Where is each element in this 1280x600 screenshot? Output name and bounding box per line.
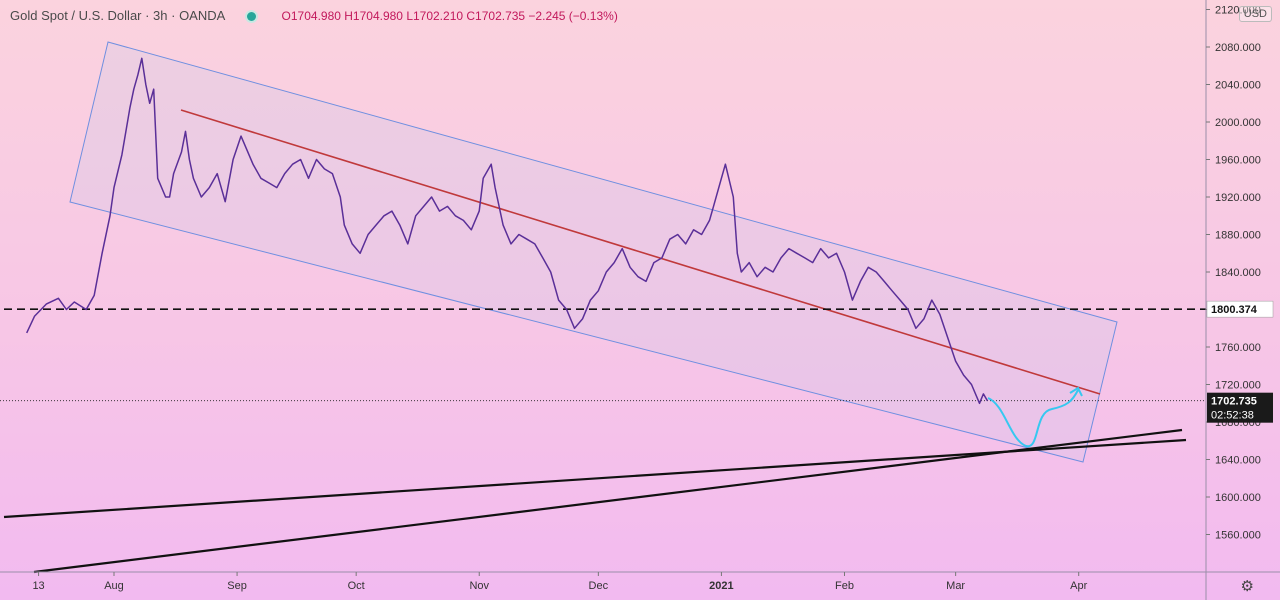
- y-tick-label: 1920.000: [1215, 192, 1261, 204]
- channel-median-line: [180, 109, 1101, 395]
- x-tick-label: Apr: [1070, 580, 1087, 592]
- y-tick-label: 1560.000: [1215, 530, 1261, 542]
- y-tick-label: 2040.000: [1215, 80, 1261, 92]
- y-tick-label: 1760.000: [1215, 342, 1261, 354]
- y-tick-label: 2080.000: [1215, 42, 1261, 54]
- y-tick-label: 1960.000: [1215, 155, 1261, 167]
- level-price-box: [1206, 300, 1274, 318]
- countdown-label: 02:52:38: [1211, 410, 1254, 422]
- parallel-channel: [69, 41, 1118, 463]
- projection-arrow-icon: [1069, 386, 1083, 397]
- x-tick-label: Aug: [104, 580, 124, 592]
- y-tick-label: 2000.000: [1215, 117, 1261, 129]
- symbol-title[interactable]: Gold Spot / U.S. Dollar · 3h · OANDA: [10, 8, 226, 23]
- y-tick-label: 1840.000: [1215, 267, 1261, 279]
- y-tick-label: 2120.000: [1215, 5, 1261, 17]
- y-tick-label: 1640.000: [1215, 455, 1261, 467]
- last-price-box: [1207, 392, 1273, 423]
- x-tick-label: 2021: [709, 580, 733, 592]
- price-series-line: [26, 57, 989, 405]
- x-tick-label: Dec: [589, 580, 609, 592]
- market-status-icon: [246, 12, 256, 21]
- x-tick-label: Mar: [946, 580, 965, 592]
- last-price-label: 1702.735: [1211, 396, 1257, 408]
- trend-line-lower: [33, 428, 1183, 574]
- x-tick-label: Oct: [348, 580, 365, 592]
- x-tick-label: Sep: [227, 580, 247, 592]
- chart-header: Gold Spot / U.S. Dollar · 3h · OANDA O17…: [10, 8, 618, 23]
- x-tick-label: Nov: [469, 580, 489, 592]
- x-tick-label: 13: [32, 580, 44, 592]
- projection-path: [987, 389, 1079, 448]
- ohlc-readout: O1704.980 H1704.980 L1702.210 C1702.735 …: [281, 9, 618, 23]
- y-tick-label: 1600.000: [1215, 492, 1261, 504]
- currency-label[interactable]: USD: [1238, 6, 1272, 22]
- y-tick-label: 1720.000: [1215, 380, 1261, 392]
- x-tick-label: Feb: [835, 580, 854, 592]
- gear-icon[interactable]: ⚙: [1240, 578, 1254, 595]
- level-price-label: 1800.374: [1211, 304, 1258, 316]
- y-tick-label: 1880.000: [1215, 230, 1261, 242]
